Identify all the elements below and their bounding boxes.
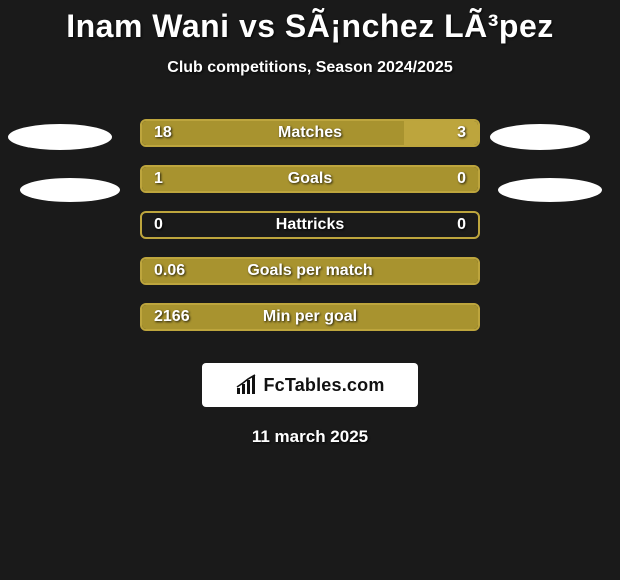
- stat-label: Hattricks: [276, 216, 344, 234]
- stat-value-right: 0: [457, 170, 466, 188]
- stat-bar: 2166 Min per goal: [140, 303, 480, 331]
- chart-icon: [235, 374, 259, 396]
- stat-row: 18 3 Matches: [0, 119, 620, 165]
- logo-text: FcTables.com: [263, 375, 384, 396]
- subtitle: Club competitions, Season 2024/2025: [0, 59, 620, 77]
- logo-box: FcTables.com: [202, 363, 418, 407]
- stat-bar-left-fill: [142, 121, 404, 145]
- stat-value-left: 0: [154, 216, 163, 234]
- stat-value-left: 2166: [154, 308, 190, 326]
- stat-value-right: 3: [457, 124, 466, 142]
- stat-row: 1 0 Goals: [0, 165, 620, 211]
- stat-value-left: 0.06: [154, 262, 185, 280]
- stat-rows: 18 3 Matches 1 0 Goals 0 0 Hattricks 0.06 Goals pe…: [0, 119, 620, 349]
- stat-label: Min per goal: [263, 308, 357, 326]
- stat-bar: 1 0 Goals: [140, 165, 480, 193]
- stat-bar-right-fill: [404, 121, 478, 145]
- date-label: 11 march 2025: [0, 427, 620, 447]
- stat-value-right: 0: [457, 216, 466, 234]
- stat-row: 0.06 Goals per match: [0, 257, 620, 303]
- stat-row: 0 0 Hattricks: [0, 211, 620, 257]
- stat-bar: 0.06 Goals per match: [140, 257, 480, 285]
- stat-value-left: 18: [154, 124, 172, 142]
- stat-bar: 0 0 Hattricks: [140, 211, 480, 239]
- stat-bar: 18 3 Matches: [140, 119, 480, 147]
- stat-row: 2166 Min per goal: [0, 303, 620, 349]
- stat-label: Matches: [278, 124, 342, 142]
- infographic-container: Inam Wani vs SÃ¡nchez LÃ³pez Club compet…: [0, 0, 620, 447]
- stat-label: Goals: [288, 170, 332, 188]
- page-title: Inam Wani vs SÃ¡nchez LÃ³pez: [0, 8, 620, 45]
- stat-label: Goals per match: [247, 262, 372, 280]
- stat-value-left: 1: [154, 170, 163, 188]
